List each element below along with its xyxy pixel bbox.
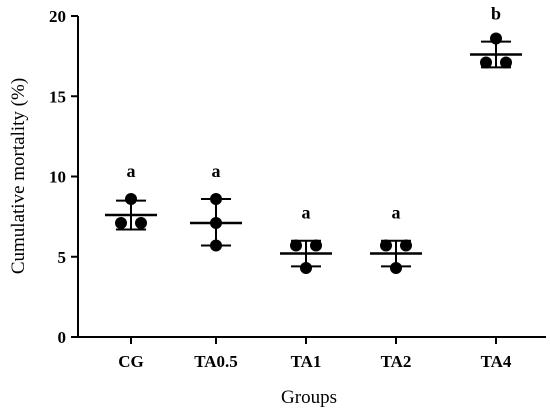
x-ticks: CG TA0.5 TA1 TA2 TA4 <box>118 337 512 371</box>
data-point <box>500 56 512 69</box>
group-ta2: a <box>370 203 422 274</box>
group-ta0-5: a <box>190 161 242 252</box>
y-tick-label: 0 <box>58 328 67 347</box>
data-point <box>290 239 302 252</box>
y-tick-label: 15 <box>49 87 66 106</box>
data-point <box>115 217 127 230</box>
x-axis-title: Groups <box>281 387 337 408</box>
x-tick-label: TA0.5 <box>194 352 238 371</box>
significance-label: a <box>127 161 136 181</box>
data-point <box>135 217 147 230</box>
data-point <box>310 239 322 252</box>
x-tick-label: TA1 <box>291 352 322 371</box>
y-tick-label: 5 <box>58 248 67 267</box>
data-point <box>480 56 492 69</box>
x-tick-label: CG <box>118 352 144 371</box>
y-tick-label: 10 <box>49 168 66 187</box>
group-cg: a <box>105 161 157 231</box>
significance-label: b <box>491 4 501 24</box>
data-point <box>210 192 222 205</box>
data-point <box>210 239 222 252</box>
data-point <box>390 261 402 274</box>
data-point <box>400 239 412 252</box>
significance-label: a <box>392 203 401 223</box>
x-tick-label: TA2 <box>381 352 412 371</box>
significance-label: a <box>212 161 221 181</box>
group-ta1: a <box>280 203 332 274</box>
data-point <box>490 32 502 45</box>
significance-label: a <box>302 203 311 223</box>
axes <box>77 16 546 338</box>
data-groups: a a a a b <box>105 4 522 274</box>
data-point <box>380 239 392 252</box>
data-point <box>300 261 312 274</box>
y-axis-title: Cumulative mortality (%) <box>8 78 29 274</box>
data-point <box>125 192 137 205</box>
y-tick-label: 20 <box>49 7 66 26</box>
data-point <box>210 217 222 230</box>
y-ticks: 0 5 10 15 20 <box>49 7 78 347</box>
x-tick-label: TA4 <box>481 352 512 371</box>
group-ta4: b <box>470 4 522 69</box>
